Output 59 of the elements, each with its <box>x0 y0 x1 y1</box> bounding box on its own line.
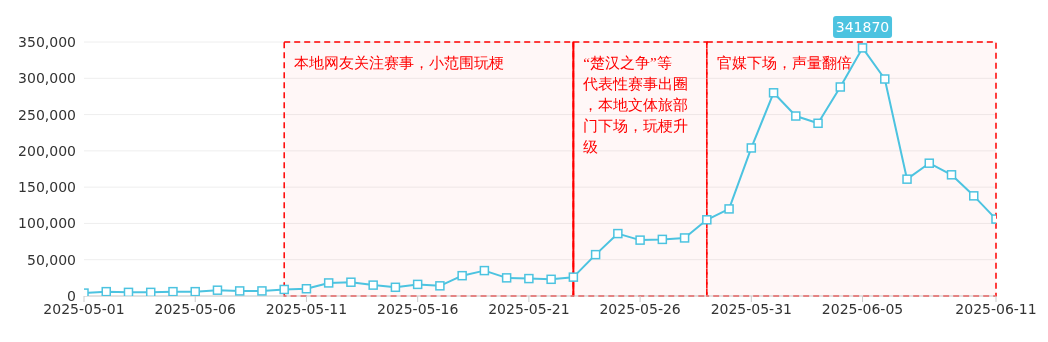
point <box>724 204 734 214</box>
y-tick-label: 300,000 <box>18 70 76 87</box>
x-tick-label: 2025-06-11 <box>955 300 1037 317</box>
point <box>768 88 779 98</box>
point <box>301 283 312 294</box>
point <box>190 286 200 296</box>
point <box>435 281 445 291</box>
point <box>368 280 378 290</box>
point <box>969 191 979 201</box>
x-tick-label: 2025-06-05 <box>821 300 904 317</box>
point <box>412 279 423 290</box>
x-tick-label: 2025-05-11 <box>265 300 348 317</box>
point <box>746 143 757 153</box>
point <box>568 272 579 282</box>
point <box>590 249 601 260</box>
y-tick-label: 350,000 <box>18 33 76 50</box>
point <box>902 174 912 184</box>
point <box>234 286 245 296</box>
point <box>479 265 490 276</box>
point <box>457 270 467 281</box>
point <box>880 74 890 84</box>
y-tick-label: 100,000 <box>18 215 76 232</box>
point <box>524 273 534 284</box>
point <box>390 282 401 293</box>
point <box>323 278 334 288</box>
band-label: “楚汉之争”等代表性赛事出圈，本地文体旅部门下场，玩梗升级 <box>582 55 689 155</box>
y-tick-label: 150,000 <box>18 179 76 196</box>
point <box>346 277 356 287</box>
point <box>101 286 111 296</box>
point <box>279 284 289 295</box>
point <box>168 286 178 296</box>
point <box>702 215 712 225</box>
y-tick-label: 50,000 <box>27 251 76 268</box>
point <box>679 233 690 243</box>
point <box>857 43 868 53</box>
band-label: 本地网友关注赛事，小范围玩梗 <box>294 55 505 71</box>
point <box>946 170 957 180</box>
point <box>123 287 134 296</box>
point <box>657 234 668 245</box>
x-tick-label: 2025-05-26 <box>599 300 681 317</box>
y-tick-label: 200,000 <box>18 142 76 159</box>
x-tick-label: 2025-05-06 <box>154 300 236 317</box>
x-tick-label: 2025-05-16 <box>376 300 459 317</box>
point <box>212 285 223 295</box>
band-label: 官媒下场，声量翻倍 <box>716 55 852 71</box>
point <box>835 82 846 92</box>
y-tick-label: 250,000 <box>18 106 76 123</box>
data-label: 341870 <box>835 18 890 35</box>
point <box>145 287 156 296</box>
point <box>924 158 935 168</box>
point <box>791 111 801 121</box>
point <box>813 118 823 129</box>
point <box>257 286 267 296</box>
x-tick-label: 2025-05-31 <box>710 300 792 317</box>
point <box>501 273 512 283</box>
point <box>546 274 556 285</box>
point <box>635 235 645 245</box>
point <box>613 228 623 239</box>
x-tick-label: 2025-05-21 <box>488 300 570 317</box>
